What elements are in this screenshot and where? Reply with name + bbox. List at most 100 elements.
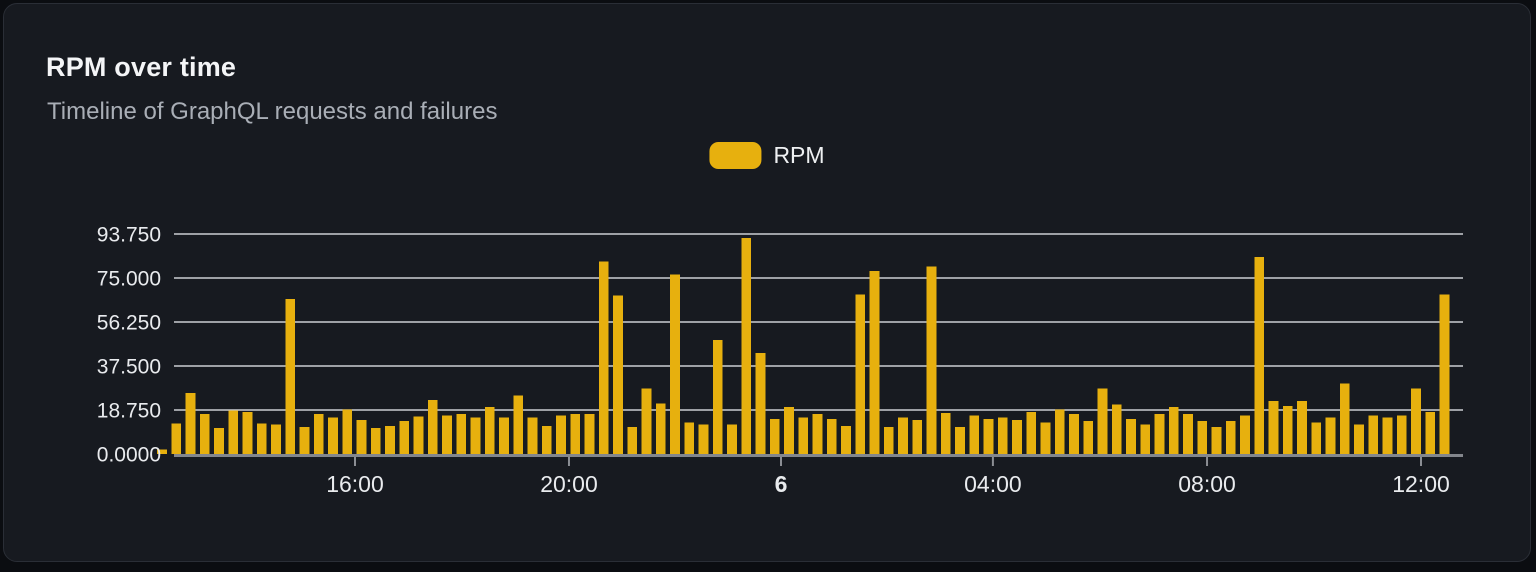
rpm-bar[interactable] [869,271,880,454]
rpm-bar[interactable] [798,417,809,454]
rpm-bar[interactable] [670,274,680,455]
rpm-bar[interactable] [1354,424,1364,454]
rpm-bar[interactable] [898,417,908,454]
rpm-bar[interactable] [1140,424,1151,454]
rpm-bar[interactable] [713,340,723,454]
rpm-bar[interactable] [1012,420,1022,454]
x-axis-tick-label: 6 [775,471,788,497]
rpm-bar[interactable] [399,421,409,454]
rpm-bar[interactable] [542,425,552,454]
rpm-bar[interactable] [1183,414,1193,454]
rpm-bar[interactable] [1340,383,1350,454]
rpm-bar[interactable] [285,299,295,454]
rpm-bar[interactable] [841,425,851,454]
rpm-bar[interactable] [1325,417,1336,454]
rpm-bar[interactable] [1397,415,1407,454]
rpm-bar[interactable] [613,295,623,454]
rpm-bar[interactable] [484,407,495,454]
rpm-bar[interactable] [1226,421,1236,454]
rpm-bar[interactable] [214,428,224,454]
chart-area: 0.0000 18.750 37.500 56.250 75.000 93.750 16:0… [4,184,1536,524]
y-axis-tick-label: 0.0000 [97,444,161,467]
rpm-bar[interactable] [228,410,238,454]
rpm-bar[interactable] [1254,256,1265,454]
rpm-bar[interactable] [1283,405,1293,454]
rpm-bar[interactable] [584,414,595,454]
rpm-bar[interactable] [741,238,752,454]
rpm-bar[interactable] [427,400,438,454]
rpm-bar[interactable] [755,353,766,454]
rpm-bar[interactable] [527,417,538,454]
rpm-bar[interactable] [641,388,652,454]
rpm-bar[interactable] [912,420,923,454]
x-axis-tick-label: 12:00 [1392,471,1450,497]
rpm-bar[interactable] [1055,409,1065,454]
rpm-bar[interactable] [470,417,481,454]
rpm-bar[interactable] [599,261,609,454]
rpm-bar[interactable] [499,417,509,454]
rpm-bar[interactable] [1112,404,1122,454]
rpm-bar[interactable] [185,393,196,454]
rpm-bar[interactable] [513,395,523,454]
rpm-bar[interactable] [1211,427,1222,454]
rpm-bar[interactable] [1026,411,1037,454]
rpm-bar[interactable] [1097,388,1108,454]
rpm-bar[interactable] [998,417,1008,454]
rpm-bar[interactable] [313,414,324,454]
panel-subtitle: Timeline of GraphQL requests and failure… [47,98,498,125]
rpm-bar[interactable] [1169,407,1179,454]
rpm-bar[interactable] [1069,414,1079,454]
rpm-bar[interactable] [342,409,352,454]
rpm-bar[interactable] [1382,417,1393,454]
rpm-bar[interactable] [1425,411,1436,454]
rpm-bar[interactable] [1411,388,1421,454]
rpm-bar[interactable] [955,427,965,454]
rpm-bar[interactable] [926,266,937,454]
rpm-bar[interactable] [684,422,695,454]
rpm-bar-chart[interactable]: 0.0000 18.750 37.500 56.250 75.000 93.750 16:0… [4,184,1536,524]
rpm-bar[interactable] [855,294,866,454]
rpm-bar[interactable] [1126,418,1136,454]
rpm-bar[interactable] [242,411,253,454]
rpm-bar[interactable] [1439,294,1450,454]
legend-item-rpm[interactable]: RPM [709,142,825,169]
rpm-bar[interactable] [1083,421,1094,454]
rpm-bar[interactable] [271,424,281,454]
rpm-bar[interactable] [698,424,709,454]
rpm-bar[interactable] [199,414,210,454]
rpm-panel: RPM over time Timeline of GraphQL reques… [3,3,1531,562]
rpm-bar[interactable] [983,418,994,454]
rpm-bar[interactable] [1297,401,1307,454]
rpm-bar[interactable] [299,427,310,454]
rpm-bar[interactable] [356,420,367,454]
rpm-bar[interactable] [941,412,951,454]
rpm-bar[interactable] [1311,422,1322,454]
rpm-bar[interactable] [1368,415,1379,454]
rpm-bar[interactable] [370,428,381,454]
rpm-bar[interactable] [413,416,424,455]
rpm-bar[interactable] [1268,401,1279,454]
rpm-bar[interactable] [171,423,181,455]
rpm-bar[interactable] [157,449,167,454]
rpm-bar[interactable] [884,427,894,454]
rpm-bar[interactable] [627,427,638,454]
rpm-bar[interactable] [1240,415,1250,454]
rpm-bar[interactable] [256,423,267,455]
y-axis-tick-label: 18.750 [97,400,161,423]
rpm-bar[interactable] [727,424,737,454]
rpm-bar[interactable] [456,414,466,454]
rpm-bar[interactable] [784,407,794,454]
rpm-bar[interactable] [556,415,566,454]
rpm-bar[interactable] [570,414,581,454]
rpm-bar[interactable] [770,418,780,454]
rpm-bar[interactable] [812,414,823,454]
rpm-bar[interactable] [827,418,837,454]
rpm-bar[interactable] [385,425,395,454]
rpm-bar[interactable] [1197,421,1208,454]
rpm-bar[interactable] [969,415,980,454]
rpm-bar[interactable] [656,403,666,455]
rpm-bar[interactable] [1040,422,1051,454]
rpm-bar[interactable] [442,415,452,454]
rpm-bar[interactable] [1154,414,1165,454]
rpm-bar[interactable] [328,417,338,454]
